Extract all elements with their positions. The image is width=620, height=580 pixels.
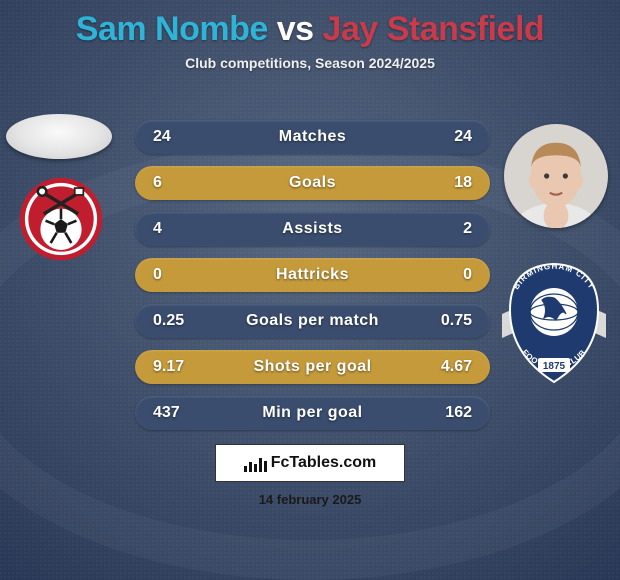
stat-right-value: 162 xyxy=(432,404,472,422)
stat-row: 437Min per goal162 xyxy=(135,396,490,430)
stat-label: Goals xyxy=(193,174,432,192)
stat-label: Shots per goal xyxy=(193,358,432,376)
logo-text: FcTables.com xyxy=(271,454,377,472)
stat-right-value: 0.75 xyxy=(432,312,472,330)
stat-left-value: 4 xyxy=(153,220,193,238)
stat-right-value: 0 xyxy=(432,266,472,284)
svg-text:1875: 1875 xyxy=(543,361,566,372)
stat-left-value: 0.25 xyxy=(153,312,193,330)
stat-label: Goals per match xyxy=(193,312,432,330)
stat-right-value: 2 xyxy=(432,220,472,238)
player1-name: Sam Nombe xyxy=(76,10,268,48)
subtitle: Club competitions, Season 2024/2025 xyxy=(0,55,620,71)
stat-right-value: 18 xyxy=(432,174,472,192)
stat-left-value: 24 xyxy=(153,128,193,146)
player2-avatar xyxy=(504,124,608,228)
stat-row: 4Assists2 xyxy=(135,212,490,246)
stat-row: 0.25Goals per match0.75 xyxy=(135,304,490,338)
stat-left-value: 0 xyxy=(153,266,193,284)
logo-bars-icon xyxy=(244,454,267,472)
date-label: 14 february 2025 xyxy=(259,492,362,507)
stat-label: Hattricks xyxy=(193,266,432,284)
stat-left-value: 6 xyxy=(153,174,193,192)
stat-row: 6Goals18 xyxy=(135,166,490,200)
stat-left-value: 437 xyxy=(153,404,193,422)
player1-club-crest xyxy=(18,176,104,262)
stat-label: Matches xyxy=(193,128,432,146)
stat-row: 24Matches24 xyxy=(135,120,490,154)
player1-avatar xyxy=(6,114,112,159)
stat-label: Assists xyxy=(193,220,432,238)
stat-right-value: 4.67 xyxy=(432,358,472,376)
stat-right-value: 24 xyxy=(432,128,472,146)
stats-table: 24Matches246Goals184Assists20Hattricks00… xyxy=(135,120,490,442)
player2-club-crest: BIRMINGHAM CITY FOOTBALL CLUB 1875 xyxy=(494,258,614,388)
fctables-logo: FcTables.com xyxy=(215,444,405,482)
player2-name: Jay Stansfield xyxy=(323,10,545,48)
stat-row: 0Hattricks0 xyxy=(135,258,490,292)
stat-label: Min per goal xyxy=(193,404,432,422)
vs-text: vs xyxy=(277,10,314,48)
stat-row: 9.17Shots per goal4.67 xyxy=(135,350,490,384)
comparison-title: Sam Nombe vs Jay Stansfield xyxy=(0,0,620,49)
stat-left-value: 9.17 xyxy=(153,358,193,376)
